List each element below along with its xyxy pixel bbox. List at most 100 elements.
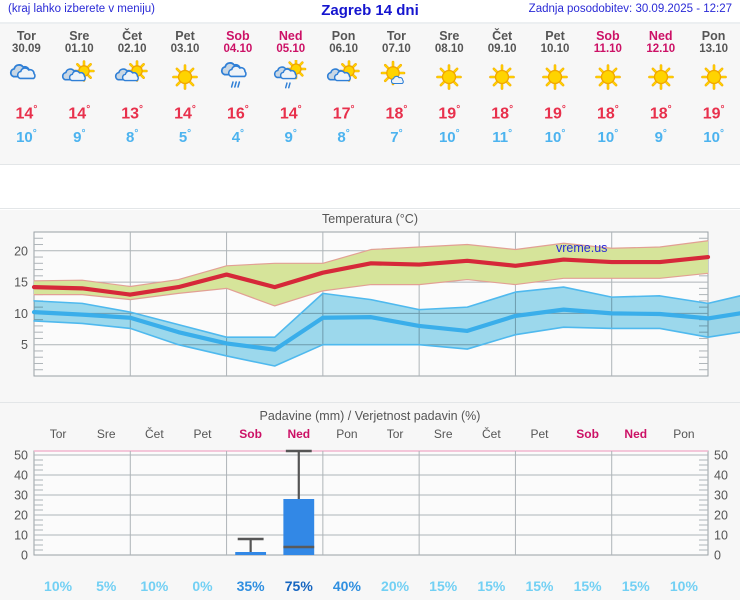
precip-day-label: Ned [624,427,648,441]
degree-symbol: ° [134,128,139,140]
temperature-max-value: 14 [15,105,34,123]
temperature-min: 9° [285,124,297,147]
day-date: 30.09 [12,43,41,55]
partly-sunny-icon [112,56,152,100]
day-column-3[interactable]: Čet 02.10 13° 8° [106,24,159,164]
degree-symbol: ° [350,104,355,115]
temperature-min-value: 10 [438,129,456,147]
temperature-chart-panel: Temperatura (°C) 5 10 15 20 vreme.us [0,210,740,405]
temperature-min-value: 10 [16,129,33,147]
day-name: Sob [596,29,620,43]
day-column-11[interactable]: Pet 10.10 19° 10° [529,24,582,164]
degree-symbol: ° [81,128,86,140]
precip-bar [283,499,315,555]
day-name: Sob [226,29,250,43]
temperature-min: 9° [655,124,667,147]
day-name: Pet [175,29,195,43]
day-column-12[interactable]: Sob 11.10 18° 10° [581,24,634,164]
location-menu-note: (kraj lahko izberete v meniju) [8,3,156,15]
temperature-min-value: 8 [337,129,346,147]
temperature-max: 14° [280,100,302,124]
svg-text:40: 40 [14,469,28,483]
temperature-max-value: 13 [121,105,140,123]
degree-symbol: ° [33,104,38,115]
temperature-min: 10° [439,124,460,147]
temperature-min-value: 9 [654,129,663,147]
precipitation-chart-title: Padavine (mm) / Verjetnost padavin (%) [259,409,481,423]
day-column-8[interactable]: Tor 07.10 18° 7° [370,24,423,164]
sun-rain-icon [271,56,311,100]
precip-probability-value: 5% [96,578,117,594]
temperature-max: 19° [703,100,725,124]
rain-icon [218,56,258,100]
temperature-max: 13° [121,100,143,124]
daily-forecast-columns: Tor 30.09 14° 10° Sre 01.10 14° 9° Čet 02.10 13° 8°… [0,24,740,164]
temperature-max: 19° [544,100,566,124]
day-column-4[interactable]: Pet 03.10 14° 5° [159,24,212,164]
temperature-max: 14° [174,100,196,124]
day-column-5[interactable]: Sob 04.10 16° 4° [211,24,264,164]
degree-symbol: ° [719,128,724,140]
temperature-chart-area: 5 10 15 20 vreme.us [0,226,740,401]
svg-text:20: 20 [714,509,728,523]
temperature-max-value: 18 [596,105,615,123]
day-column-10[interactable]: Čet 09.10 18° 11° [476,24,529,164]
temperature-max: 17° [333,100,355,124]
day-name: Čet [492,29,513,43]
precip-probability-value: 10% [140,578,169,594]
precip-probability-value: 10% [44,578,73,594]
temperature-min-value: 8 [125,129,135,147]
temperature-min: 8° [337,124,349,147]
temperature-max: 18° [491,100,513,124]
page-title: Zagreb 14 dni [321,2,419,19]
sunny-icon [535,56,575,100]
temperature-min: 10° [16,124,37,147]
precip-probability-value: 75% [284,578,313,594]
precip-day-label: Pon [336,427,358,441]
temperature-max: 18° [386,100,408,124]
sunny-icon [429,56,469,100]
day-column-13[interactable]: Ned 12.10 18° 9° [634,24,687,164]
day-column-6[interactable]: Ned 05.10 14° 9° [264,24,317,164]
svg-text:15: 15 [14,276,28,290]
day-column-14[interactable]: Pon 13.10 19° 10° [687,24,740,164]
day-date: 07.10 [382,43,411,55]
temperature-chart-title: Temperatura (°C) [322,212,418,226]
sunny-icon [641,56,681,100]
temperature-min: 5° [179,124,191,147]
temperature-max-value: 16 [226,105,245,123]
day-column-9[interactable]: Sre 08.10 19° 10° [423,24,476,164]
temperature-chart-svg: 5 10 15 20 vreme.us [14,231,740,377]
degree-symbol: ° [509,104,514,115]
last-update-label: Zadnja posodobitev: 30.09.2025 - 12:27 [528,3,732,15]
day-date: 03.10 [170,43,200,55]
degree-symbol: ° [720,104,725,115]
temp-panel-top-divider [0,208,740,209]
temperature-min-value: 10 [597,129,615,147]
degree-symbol: ° [403,104,408,115]
temperature-max-value: 14 [68,105,87,123]
temperature-min-value: 9 [284,129,293,147]
day-column-7[interactable]: Pon 06.10 17° 8° [317,24,370,164]
temperature-max-value: 18 [385,105,404,123]
temperature-max-value: 19 [544,105,562,123]
precip-day-label: Sob [239,427,262,441]
precipitation-day-labels: Tor Sre Čet Pet Sob Ned Pon Tor Sre Čet Pet Sob Ned P… [34,427,708,443]
precipitation-probability-row: 10% 5% 10% 0% 35% 75% 40% 20% 15% 15% 15% 15% 15% 10% [34,578,708,596]
day-date: 08.10 [434,43,464,55]
daily-forecast-strip: Tor 30.09 14° 10° Sre 01.10 14° 9° Čet 02.10 13° 8°… [0,24,740,164]
temperature-max: 14° [68,100,90,124]
precip-probability-value: 10% [669,578,698,594]
temperature-max-value: 18 [649,105,668,123]
page-header: (kraj lahko izberete v meniju) Zagreb 14… [0,0,740,22]
day-name: Ned [648,29,673,43]
svg-text:10: 10 [14,529,28,543]
day-date: 10.10 [540,43,570,55]
day-column-2[interactable]: Sre 01.10 14° 9° [53,24,106,164]
svg-text:30: 30 [714,489,728,503]
temperature-min-value: 7 [390,129,399,147]
watermark: vreme.us [556,241,607,255]
day-column-1[interactable]: Tor 30.09 14° 10° [0,24,53,164]
temperature-min-value: 5 [178,129,188,147]
degree-symbol: ° [32,128,37,140]
